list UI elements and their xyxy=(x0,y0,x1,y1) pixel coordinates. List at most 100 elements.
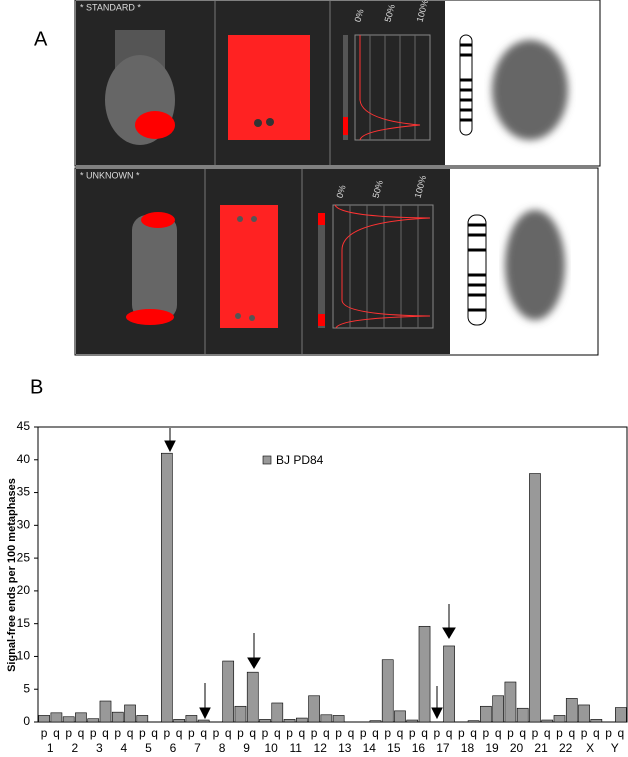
x-tick-label: p xyxy=(41,726,48,740)
y-tick-label: 20 xyxy=(17,583,31,597)
bar xyxy=(406,719,419,723)
group-label: 19 xyxy=(485,741,499,755)
x-tick-label: q xyxy=(274,726,281,740)
bar xyxy=(295,717,308,723)
panel-a-row: * UNKNOWN * 0% 50% 100% xyxy=(74,167,599,356)
bar xyxy=(246,671,259,723)
bar xyxy=(50,712,63,723)
legend-swatch xyxy=(262,455,272,465)
group-label: 1 xyxy=(47,741,54,755)
bar xyxy=(394,710,406,723)
x-tick-label: q xyxy=(176,726,183,740)
group-label: 15 xyxy=(387,741,401,755)
bar xyxy=(381,659,394,723)
bar xyxy=(75,712,87,723)
x-tick-label: q xyxy=(568,726,575,740)
arrows xyxy=(164,428,456,720)
bar xyxy=(332,715,345,723)
x-tick-label: p xyxy=(384,726,391,740)
x-tick-label: q xyxy=(421,726,428,740)
group-label: 4 xyxy=(121,741,128,755)
y-tick-label: 15 xyxy=(17,616,31,630)
row-title: * UNKNOWN * xyxy=(80,170,140,180)
group-label: 6 xyxy=(170,741,177,755)
bar xyxy=(320,714,333,723)
group-label: 3 xyxy=(96,741,103,755)
bar xyxy=(161,452,173,723)
y-tick-label: 30 xyxy=(17,518,31,532)
group-label: 2 xyxy=(71,741,78,755)
group-label: 21 xyxy=(534,741,548,755)
group-label: 12 xyxy=(314,741,328,755)
bar xyxy=(492,695,504,723)
y-tick-label: 45 xyxy=(17,419,31,433)
x-tick-label: q xyxy=(397,726,404,740)
x-tick-label: p xyxy=(237,726,244,740)
group-label: 20 xyxy=(510,741,524,755)
bar xyxy=(504,681,517,723)
group-label: 22 xyxy=(559,741,573,755)
axis-label: 0% xyxy=(335,184,348,199)
x-tick-label: p xyxy=(335,726,342,740)
bar xyxy=(369,720,382,723)
bar xyxy=(99,700,112,723)
x-tick-label: q xyxy=(225,726,232,740)
x-tick-label: p xyxy=(188,726,195,740)
panel-a-row: * STANDARD * 0% 50% 100% xyxy=(74,0,601,167)
x-tick-label: q xyxy=(200,726,207,740)
group-label: Y xyxy=(611,741,619,755)
axis-label: 50% xyxy=(383,3,397,23)
x-tick-label: p xyxy=(433,726,440,740)
x-tick-label: q xyxy=(249,726,256,740)
x-tick-label: p xyxy=(483,726,490,740)
x-tick-label: p xyxy=(556,726,563,740)
x-tick-label: p xyxy=(90,726,97,740)
x-tick-label: p xyxy=(65,726,72,740)
x-tick-label: p xyxy=(311,726,318,740)
x-tick-label: p xyxy=(139,726,146,740)
x-tick-label: q xyxy=(102,726,109,740)
bar xyxy=(565,698,578,723)
panel-label: B xyxy=(30,376,43,398)
x-tick-label: q xyxy=(323,726,330,740)
bar xyxy=(578,704,590,723)
x-tick-label: p xyxy=(532,726,539,740)
group-label: 14 xyxy=(363,741,377,755)
x-tick-label: p xyxy=(581,726,588,740)
x-tick-label: q xyxy=(372,726,379,740)
x-tick-label: q xyxy=(519,726,526,740)
bar xyxy=(185,715,198,723)
bar xyxy=(615,707,627,723)
y-tick-label: 0 xyxy=(23,714,30,728)
x-tick-label: q xyxy=(53,726,60,740)
x-tick-label: p xyxy=(213,726,220,740)
x-tick-label: p xyxy=(507,726,514,740)
group-label: 17 xyxy=(436,741,450,755)
group-label: 5 xyxy=(145,741,152,755)
x-tick-label: q xyxy=(298,726,305,740)
x-tick-label: q xyxy=(618,726,625,740)
group-label: 16 xyxy=(412,741,426,755)
bar xyxy=(590,719,603,723)
bar xyxy=(271,702,284,723)
x-tick-label: q xyxy=(151,726,158,740)
legend-label: BJ PD84 xyxy=(276,453,324,467)
x-tick-label: q xyxy=(446,726,453,740)
x-tick-label: q xyxy=(127,726,134,740)
bar xyxy=(541,719,554,723)
x-tick-label: p xyxy=(286,726,293,740)
bar xyxy=(308,695,320,723)
bar xyxy=(418,625,431,723)
y-tick-label: 40 xyxy=(17,452,31,466)
bar xyxy=(259,719,271,723)
x-tick-label: p xyxy=(164,726,171,740)
x-tick-label: p xyxy=(605,726,612,740)
x-tick-label: q xyxy=(495,726,502,740)
bar xyxy=(234,705,247,723)
bar xyxy=(62,716,75,723)
panel-label: A xyxy=(34,28,48,50)
group-label: 9 xyxy=(243,741,250,755)
y-tick-label: 35 xyxy=(17,485,31,499)
x-tick-label: p xyxy=(458,726,465,740)
